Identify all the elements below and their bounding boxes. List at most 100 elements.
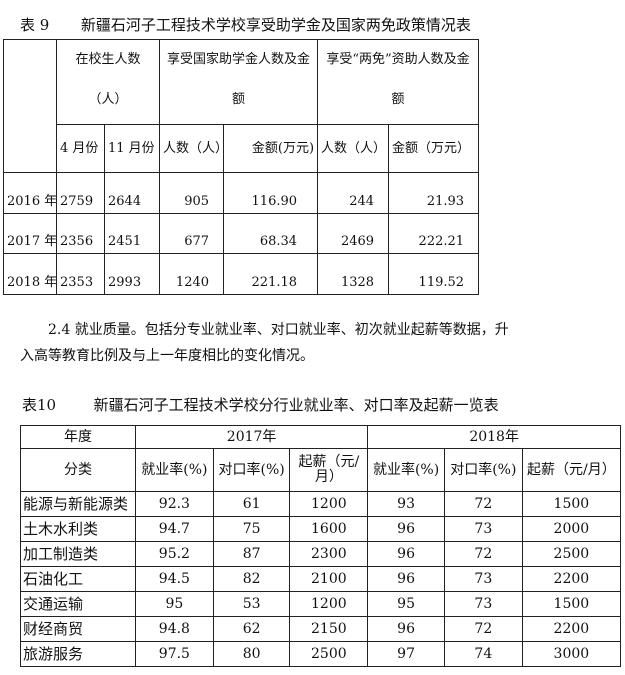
cell: 222.21 bbox=[388, 213, 480, 254]
table10: 年度 2017年 2018年 分类 就业率(%) 对口率(%) 起薪（元/月） … bbox=[20, 425, 622, 667]
cell: 72 bbox=[443, 616, 523, 642]
category-cell: 加工制造类 bbox=[20, 541, 136, 567]
cell: 61 bbox=[212, 491, 291, 517]
table-row: 石油化工 94.5 82 2100 96 73 2200 bbox=[20, 566, 622, 592]
cell: 94.8 bbox=[134, 616, 214, 642]
cell: 2018 年 bbox=[3, 253, 57, 295]
table10-caption-number: 表10 bbox=[22, 396, 57, 414]
category-cell: 土木水利类 bbox=[20, 516, 136, 542]
table-row: 财经商贸 94.8 62 2150 96 72 2200 bbox=[20, 616, 622, 642]
table9: 在校生人数（人） 享受国家助学金人数及金额 享受“两免”资助人数及金额 4 月份… bbox=[3, 39, 480, 295]
cell: 2759 bbox=[56, 172, 105, 214]
cell: 2469 bbox=[317, 213, 390, 254]
cell: 80 bbox=[212, 641, 291, 667]
cell: 1600 bbox=[289, 516, 369, 542]
cell: 74 bbox=[443, 641, 523, 667]
table10-caption-text: 新疆石河子工程技术学校分行业就业率、对口率及起薪一览表 bbox=[93, 396, 499, 414]
cell: 905 bbox=[159, 172, 225, 214]
cell: 87 bbox=[212, 541, 291, 567]
table9-corner-cell bbox=[3, 39, 57, 173]
cell: 2353 bbox=[56, 253, 105, 295]
cell: 2300 bbox=[289, 541, 369, 567]
cell: 53 bbox=[212, 591, 291, 617]
cell: 1200 bbox=[289, 591, 369, 617]
cell: 2500 bbox=[289, 641, 369, 667]
cell: 2644 bbox=[103, 172, 161, 214]
cell: 73 bbox=[443, 516, 523, 542]
subheader: 就业率(%) bbox=[367, 448, 445, 492]
subheader: 对口率(%) bbox=[212, 448, 291, 492]
cell: 119.52 bbox=[388, 253, 480, 295]
cell: 97 bbox=[367, 641, 445, 667]
table-row: 2016 年 2759 2644 905 116.90 244 21.93 bbox=[3, 172, 480, 214]
cell: 96 bbox=[367, 616, 445, 642]
cell: 21.93 bbox=[388, 172, 480, 214]
table9-subheader: 人数（人） bbox=[317, 124, 390, 173]
table-row: 交通运输 95 53 1200 95 73 1500 bbox=[20, 591, 622, 617]
subheader: 起薪（元/月） bbox=[289, 448, 369, 492]
cell: 73 bbox=[443, 591, 523, 617]
table9-caption-text: 新疆石河子工程技术学校享受助学金及国家两免政策情况表 bbox=[80, 16, 471, 34]
paragraph: 2.4 就业质量。包括分专业就业率、对口就业率、初次就业起薪等数据，升 入高等教… bbox=[20, 317, 610, 369]
category-cell: 能源与新能源类 bbox=[20, 491, 136, 517]
cell: 244 bbox=[317, 172, 390, 214]
cell: 96 bbox=[367, 566, 445, 592]
cell: 93 bbox=[367, 491, 445, 517]
cell: 72 bbox=[443, 491, 523, 517]
cell: 677 bbox=[159, 213, 225, 254]
table-row: 2018 年 2353 2993 1240 221.18 1328 119.52 bbox=[3, 253, 480, 295]
cell: 2150 bbox=[289, 616, 369, 642]
cell: 97.5 bbox=[134, 641, 214, 667]
table9-group-header: 在校生人数（人） bbox=[55, 39, 161, 125]
table9-group-header: 享受国家助学金人数及金额 bbox=[159, 39, 319, 125]
cell: 221.18 bbox=[223, 253, 319, 295]
cell: 1500 bbox=[521, 591, 622, 617]
cell: 95 bbox=[134, 591, 214, 617]
table9-subheader: 4 月份 bbox=[56, 124, 105, 173]
cell: 2000 bbox=[521, 516, 622, 542]
table9-subheader: 人数（人） bbox=[159, 124, 225, 173]
cell: 2200 bbox=[521, 566, 622, 592]
cell: 92.3 bbox=[134, 491, 214, 517]
subheader: 就业率(%) bbox=[134, 448, 214, 492]
cell: 2451 bbox=[103, 213, 161, 254]
paragraph-line: 2.4 就业质量。包括分专业就业率、对口就业率、初次就业起薪等数据，升 bbox=[48, 322, 509, 338]
cell: 96 bbox=[367, 541, 445, 567]
cell: 94.7 bbox=[134, 516, 214, 542]
cell: 2500 bbox=[521, 541, 622, 567]
table-row: 土木水利类 94.7 75 1600 96 73 2000 bbox=[20, 516, 622, 542]
table9-subheader: 11 月份 bbox=[103, 124, 161, 173]
cell: 95.2 bbox=[134, 541, 214, 567]
cell: 116.90 bbox=[223, 172, 319, 214]
cell: 2017 年 bbox=[3, 213, 57, 254]
cell: 96 bbox=[367, 516, 445, 542]
cell: 68.34 bbox=[223, 213, 319, 254]
subheader: 对口率(%) bbox=[443, 448, 523, 492]
category-cell: 财经商贸 bbox=[20, 616, 136, 642]
category-label: 分类 bbox=[20, 448, 136, 492]
table10-caption: 表10 新疆石河子工程技术学校分行业就业率、对口率及起薪一览表 bbox=[22, 394, 499, 415]
table-row: 加工制造类 95.2 87 2300 96 72 2500 bbox=[20, 541, 622, 567]
cell: 1200 bbox=[289, 491, 369, 517]
cell: 2100 bbox=[289, 566, 369, 592]
table-row: 能源与新能源类 92.3 61 1200 93 72 1500 bbox=[20, 491, 622, 517]
cell: 2200 bbox=[521, 616, 622, 642]
cell: 2016 年 bbox=[3, 172, 57, 214]
year-header: 2017年 bbox=[134, 425, 369, 449]
cell: 73 bbox=[443, 566, 523, 592]
paragraph-line: 入高等教育比例及与上一年度相比的变化情况。 bbox=[20, 348, 314, 364]
table9-subheader: 金额（万元） bbox=[388, 124, 480, 173]
table-row: 2017 年 2356 2451 677 68.34 2469 222.21 bbox=[3, 213, 480, 254]
cell: 72 bbox=[443, 541, 523, 567]
cell: 1500 bbox=[521, 491, 622, 517]
cell: 62 bbox=[212, 616, 291, 642]
table9-caption-number: 表 9 bbox=[20, 16, 50, 34]
cell: 1328 bbox=[317, 253, 390, 295]
table9-subheader: 金额(万元) bbox=[223, 124, 319, 173]
category-cell: 交通运输 bbox=[20, 591, 136, 617]
cell: 2993 bbox=[103, 253, 161, 295]
category-cell: 石油化工 bbox=[20, 566, 136, 592]
cell: 95 bbox=[367, 591, 445, 617]
cell: 94.5 bbox=[134, 566, 214, 592]
year-header: 2018年 bbox=[367, 425, 621, 449]
